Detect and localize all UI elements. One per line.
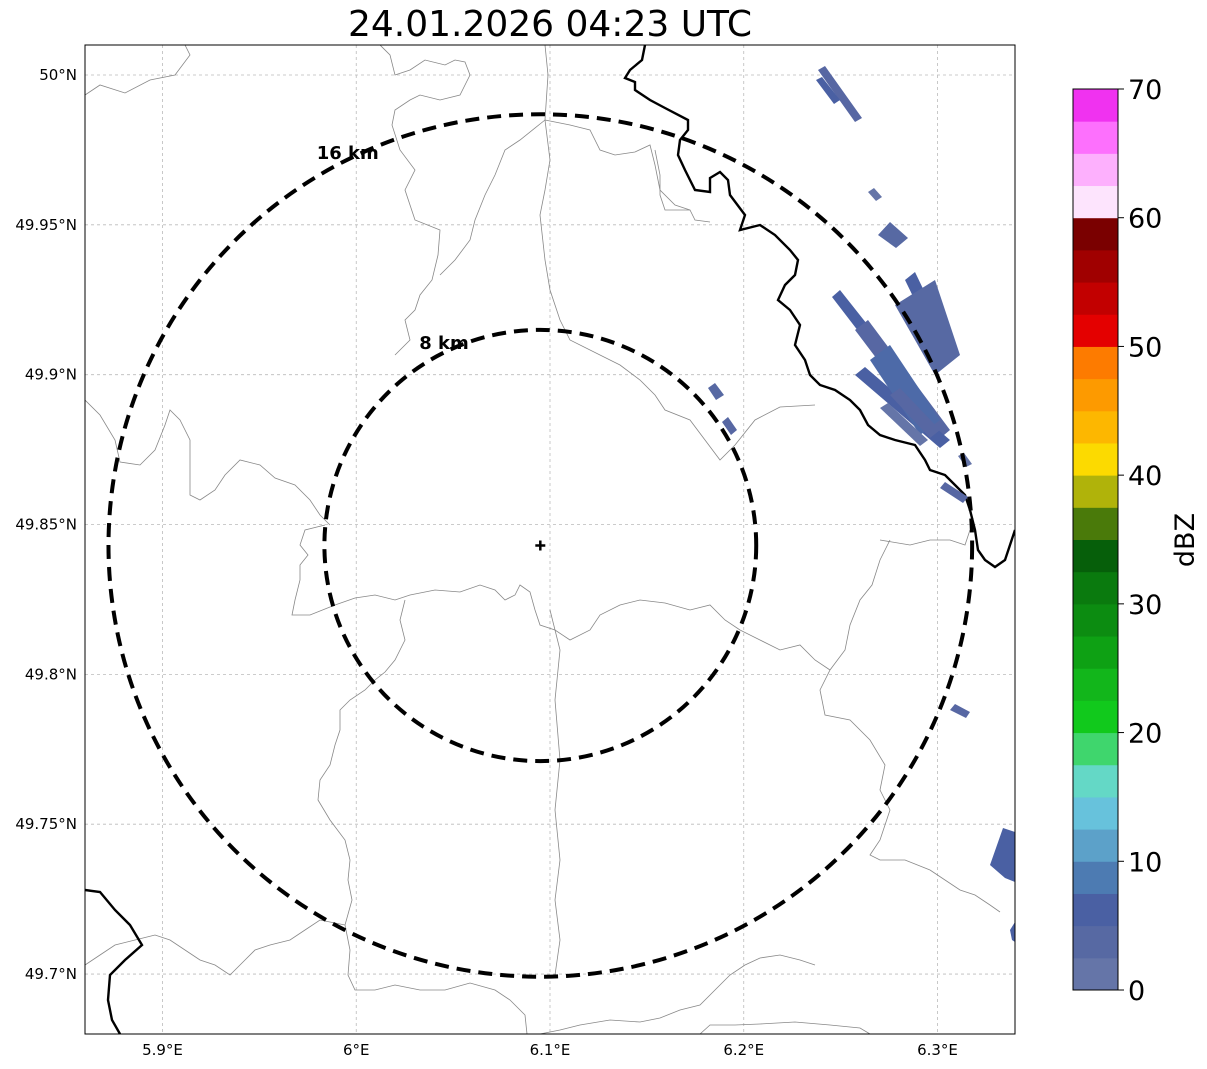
- colorbar-segment: [1073, 732, 1118, 766]
- colorbar-segment: [1073, 700, 1118, 734]
- echo-cell: [708, 383, 724, 400]
- colorbar-segment: [1073, 539, 1118, 573]
- colorbar-segment: [1073, 217, 1118, 251]
- colorbar-segment: [1073, 893, 1118, 927]
- lat-tick-label: 49.8°N: [25, 665, 77, 683]
- echo-cluster-north: [816, 66, 908, 248]
- echo-cell: [868, 188, 882, 201]
- colorbar-segment: [1073, 796, 1118, 830]
- colorbar-segment: [1073, 282, 1118, 315]
- colorbar-segment: [1073, 668, 1118, 701]
- colorbar-segment: [1073, 475, 1118, 508]
- lon-tick-label: 5.9°E: [142, 1041, 183, 1059]
- echo-cell: [722, 417, 737, 435]
- range-ring-label: 16 km: [317, 143, 379, 164]
- range-ring: [322, 327, 759, 764]
- colorbar-segment: [1073, 925, 1118, 959]
- colorbar-segment: [1073, 89, 1118, 122]
- map-frame: [84, 44, 1016, 1035]
- map-area: 8 km 16 km: [85, 45, 1015, 1034]
- range-ring: [106, 112, 975, 979]
- range-rings: 8 km 16 km: [106, 112, 975, 979]
- map-title: 24.01.2026 04:23 UTC: [347, 4, 753, 45]
- lat-tick-label: 49.85°N: [15, 516, 77, 534]
- colorbar-tick-label: 20: [1128, 719, 1162, 750]
- colorbar-tick-label: 30: [1128, 590, 1162, 621]
- echo-cell: [895, 280, 960, 375]
- colorbar-segment: [1073, 121, 1118, 154]
- lat-tick-label: 50°N: [39, 66, 77, 84]
- colorbar-segment: [1073, 861, 1118, 894]
- colorbar-tick-label: 70: [1128, 75, 1162, 106]
- lat-tick-label: 49.9°N: [25, 366, 77, 384]
- colorbar-segment: [1073, 314, 1118, 347]
- colorbar-segment: [1073, 957, 1118, 991]
- national-borders: [85, 45, 1015, 1034]
- colorbar-segment: [1073, 571, 1118, 605]
- echo-cell: [890, 388, 940, 438]
- colorbar-frame: [1072, 88, 1119, 991]
- colorbar: 0 10 20 30 40 50 60 70: [1072, 75, 1162, 1007]
- colorbar-segment: [1073, 603, 1118, 637]
- colorbar-label: dBZ: [1170, 513, 1201, 567]
- longitude-ticks: 5.9°E 6°E 6.1°E 6.2°E 6.3°E: [142, 1041, 958, 1059]
- colorbar-segment: [1073, 829, 1118, 862]
- colorbar-segment: [1073, 153, 1118, 187]
- range-ring-label: 8 km: [419, 333, 469, 354]
- colorbar-tick-label: 50: [1128, 332, 1162, 363]
- colorbar-segment: [1073, 764, 1118, 798]
- colorbar-tick-label: 60: [1128, 204, 1162, 235]
- echo-cluster-main: [708, 272, 972, 503]
- lon-tick-label: 6.2°E: [723, 1041, 764, 1059]
- colorbar-segment: [1073, 249, 1118, 283]
- lat-tick-label: 49.95°N: [15, 216, 77, 234]
- lon-tick-label: 6.1°E: [530, 1041, 571, 1059]
- radar-site-marker: [535, 540, 546, 551]
- lat-tick-label: 49.7°N: [25, 965, 77, 983]
- colorbar-segment: [1073, 410, 1118, 444]
- echo-cell: [818, 66, 862, 122]
- echo-cell: [990, 828, 1015, 882]
- lat-tick-label: 49.75°N: [15, 815, 77, 833]
- colorbar-tick-label: 40: [1128, 461, 1162, 492]
- echo-cell: [940, 482, 968, 503]
- echo-cell: [950, 704, 970, 718]
- latitude-ticks: 50°N 49.95°N 49.9°N 49.85°N 49.8°N 49.75°N 49.…: [15, 66, 77, 983]
- echo-cell: [816, 77, 840, 104]
- echo-cell: [878, 222, 908, 248]
- colorbar-segment: [1073, 442, 1118, 476]
- colorbar-segment: [1073, 507, 1118, 540]
- lon-tick-label: 6.3°E: [917, 1041, 958, 1059]
- colorbar-segment: [1073, 636, 1118, 669]
- radar-echoes: [708, 66, 1015, 942]
- colorbar-segment: [1073, 346, 1118, 380]
- echo-cell: [880, 403, 928, 446]
- echo-cell: [1010, 922, 1015, 942]
- colorbar-tick-label: 0: [1128, 976, 1145, 1007]
- lon-tick-label: 6°E: [343, 1041, 370, 1059]
- colorbar-segment: [1073, 378, 1118, 412]
- colorbar-tick-label: 10: [1128, 847, 1162, 878]
- colorbar-segment: [1073, 185, 1118, 219]
- municipal-boundaries: [85, 45, 1001, 1034]
